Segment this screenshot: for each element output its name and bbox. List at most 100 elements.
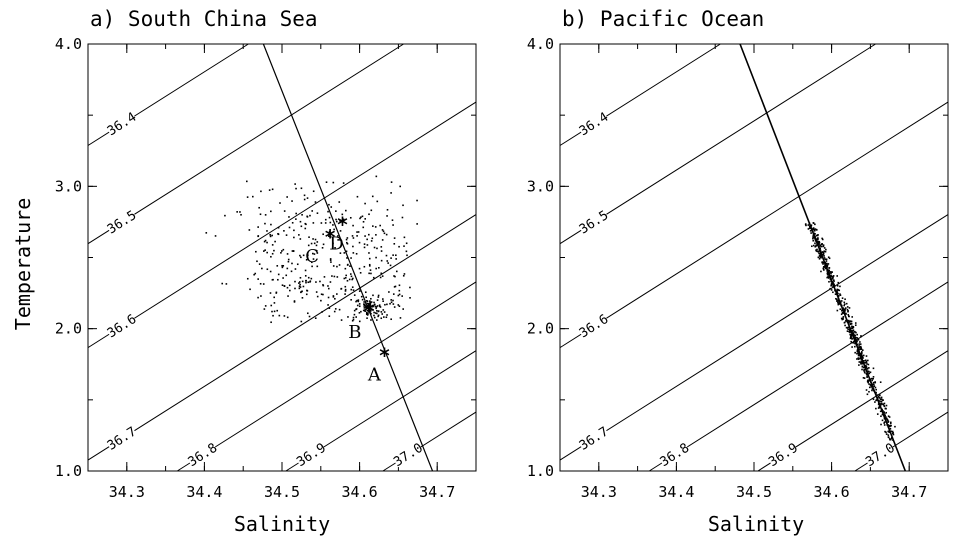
data-point (818, 255, 821, 257)
data-point (817, 250, 819, 253)
data-point (361, 298, 364, 301)
data-point (281, 250, 283, 252)
data-point (329, 259, 332, 261)
data-point (816, 248, 818, 251)
data-point (885, 411, 887, 414)
data-point (316, 265, 319, 268)
data-point (358, 303, 361, 305)
data-point (845, 312, 847, 315)
data-point (385, 254, 388, 257)
data-point (385, 316, 388, 319)
data-point (850, 327, 853, 330)
data-point (306, 197, 309, 199)
data-point (856, 343, 859, 346)
data-point (846, 327, 849, 329)
data-point (858, 364, 860, 366)
data-point (848, 315, 850, 318)
data-point (273, 296, 275, 299)
y-tick-label: 4.0 (527, 35, 554, 53)
data-point (376, 247, 378, 250)
station-marker: * (379, 343, 390, 367)
data-point (872, 383, 874, 386)
data-point (866, 363, 868, 365)
data-point (856, 340, 858, 342)
data-point (883, 422, 885, 424)
data-point (863, 369, 865, 372)
data-point (814, 228, 817, 230)
data-point (880, 400, 883, 403)
data-point (848, 321, 850, 324)
data-point (294, 287, 296, 290)
data-point (283, 315, 286, 317)
data-point (273, 249, 275, 252)
panel-pacific-ocean: b) Pacific Ocean 34.3 34.4 34.5 34.6 34.7 1.0… (527, 7, 949, 536)
data-point (409, 286, 411, 289)
data-point (320, 293, 323, 296)
data-point (878, 406, 881, 409)
data-point (363, 265, 366, 268)
data-point (365, 296, 367, 299)
data-point (327, 304, 329, 306)
data-point (313, 253, 316, 255)
data-point (392, 303, 395, 305)
data-point (337, 235, 339, 237)
data-point (831, 275, 833, 278)
data-point (858, 343, 861, 345)
data-point (854, 345, 856, 348)
data-point (857, 338, 860, 341)
data-point (393, 243, 396, 245)
data-point (352, 289, 355, 291)
data-point (875, 399, 878, 401)
x-tick-label: 34.4 (186, 483, 222, 501)
data-point (355, 300, 357, 303)
data-point (842, 316, 845, 318)
data-point (257, 226, 259, 228)
data-point (830, 284, 833, 287)
contour-label: 36.5 (105, 208, 139, 237)
data-point (381, 313, 384, 315)
data-point (866, 375, 868, 377)
data-point (255, 250, 257, 253)
data-point (871, 387, 874, 390)
density-contour (648, 281, 949, 472)
data-point (292, 250, 295, 252)
data-point (374, 303, 376, 306)
data-point (817, 237, 819, 239)
data-point (860, 348, 863, 351)
data-point (370, 307, 372, 310)
data-point (360, 310, 362, 313)
data-point (402, 274, 405, 277)
data-point (386, 303, 388, 306)
data-point (813, 228, 816, 231)
data-point (836, 288, 839, 291)
data-point (851, 330, 853, 332)
data-point (303, 194, 306, 197)
data-point (394, 285, 397, 288)
data-point (298, 285, 301, 288)
data-point (370, 319, 372, 321)
data-point (275, 291, 278, 294)
y-tick-label: 1.0 (55, 462, 82, 480)
data-point (249, 288, 251, 291)
data-point (380, 317, 383, 320)
data-point (263, 308, 266, 310)
y-axis-label: Temperature (11, 198, 35, 330)
data-point (819, 245, 821, 248)
data-point (304, 227, 307, 230)
data-point (392, 254, 394, 256)
data-point (300, 187, 303, 190)
data-point (880, 423, 882, 426)
data-point (834, 293, 837, 295)
data-point (885, 417, 888, 420)
x-tick-label: 34.3 (109, 483, 145, 501)
data-point (856, 333, 858, 336)
data-point (386, 314, 388, 316)
data-point (352, 224, 354, 227)
y-tick-label: 3.0 (527, 177, 554, 195)
data-point (322, 243, 325, 246)
data-point (845, 302, 848, 305)
data-point (863, 371, 866, 373)
data-point (287, 258, 290, 261)
data-point (353, 313, 356, 316)
data-point (285, 234, 288, 236)
